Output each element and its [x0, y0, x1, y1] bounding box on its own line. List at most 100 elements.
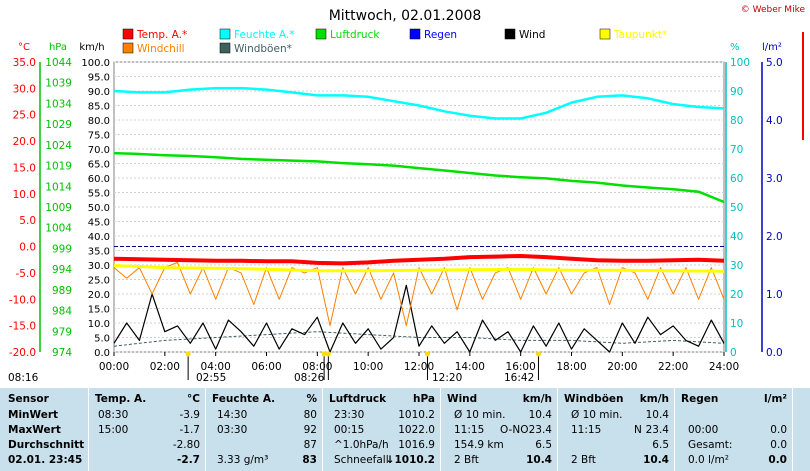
col-temp: [88, 388, 206, 471]
table-cell: l/m²: [764, 393, 787, 405]
col-rain: [674, 388, 793, 471]
pressure-tick-label: 1029: [45, 119, 72, 131]
time-tick-label: 10:00: [353, 361, 383, 373]
row-label: Durchschnitt: [8, 439, 85, 451]
series-line-taupunkt: [113, 264, 725, 273]
legend-label: Luftdruck: [330, 29, 380, 41]
rain-tick-label: 1.0: [766, 289, 783, 301]
time-tick-label: 14:00: [455, 361, 485, 373]
chart-title: Mittwoch, 02.01.2008: [329, 8, 482, 24]
wind-tick-label: 90.0: [88, 87, 110, 98]
table-cell: N: [634, 424, 642, 436]
legend-label: Taupunkt*: [613, 29, 667, 41]
wind-tick-label: 70.0: [88, 145, 110, 156]
pressure-tick-label: 994: [52, 264, 72, 276]
pressure-tick-label: 999: [52, 243, 72, 255]
series-line-tempa: [113, 254, 725, 266]
wind-tick-label: 0.0: [94, 348, 110, 359]
humidity-tick-label: 70: [730, 144, 743, 156]
table-cell: 2 Bft: [571, 454, 596, 466]
event-time-label: 08:16: [8, 372, 39, 384]
time-tick-label: 12:00: [404, 361, 434, 373]
temp-tick-label: 0.0: [19, 242, 36, 254]
table-cell: km/h: [639, 393, 669, 405]
pressure-tick-label: 979: [52, 326, 72, 338]
event-time-label: 08:26: [294, 372, 325, 384]
col-humidity: [205, 388, 323, 471]
wind-tick-label: 60.0: [88, 174, 110, 185]
rain-tick-label: 2.0: [766, 231, 783, 243]
table-cell: 2 Bft: [454, 454, 479, 466]
header-wind: Wind: [447, 393, 478, 405]
event-sun-icon: [321, 351, 327, 357]
pressure-tick-label: 974: [52, 347, 72, 359]
table-cell: km/h: [522, 393, 552, 405]
time-tick-label: 24:00: [709, 361, 739, 373]
rain-tick-label: 3.0: [766, 173, 783, 185]
event-sun-icon: [535, 351, 541, 357]
pressure-tick-label: 1014: [45, 181, 72, 193]
legend-swatch: [219, 42, 231, 54]
humidity-tick-label: 80: [730, 115, 743, 127]
humidity-tick-label: 50: [730, 202, 743, 214]
table-cell: 1016.9: [398, 439, 435, 451]
series-line-windchill: [113, 261, 725, 327]
legend-swatch: [122, 28, 134, 40]
table-cell: %: [306, 393, 317, 405]
col-sensor: [0, 388, 89, 471]
temp-tick-label: -15.0: [9, 321, 36, 333]
table-row: MaxWert 15:00 -1.7 03:30 92 00:15 1022.0 11:15 O…: [0, 423, 810, 437]
pressure-tick-label: 1034: [45, 98, 72, 110]
temp-tick-label: 10.0: [13, 189, 36, 201]
table-cell: 11:15: [454, 424, 485, 436]
time-tick-label: 08:00: [302, 361, 332, 373]
legend: Temp. A.* Feuchte A.* Luftdruck Regen Wind Ta…: [122, 28, 667, 55]
legend-label: Regen: [424, 29, 457, 41]
table-cell: Ø 10 min.: [571, 409, 623, 421]
pressure-tick-label: 984: [52, 306, 72, 318]
humidity-tick-label: 40: [730, 231, 743, 243]
humidity-tick-label: 20: [730, 289, 743, 301]
humidity-tick-label: 60: [730, 173, 743, 185]
time-tick-label: 02:00: [150, 361, 180, 373]
table-cell: 83: [302, 454, 317, 466]
temp-tick-label: 20.0: [13, 136, 36, 148]
series-line-windben: [113, 331, 725, 347]
table-cell: Schneefall: [334, 454, 389, 466]
wind-axis-unit: km/h: [79, 42, 104, 53]
legend-swatch: [409, 28, 421, 40]
time-tick-label: 04:00: [201, 361, 231, 373]
event-time-label: 12:20: [432, 372, 462, 384]
table-cell: 15:00: [98, 424, 129, 436]
wind-tick-label: 15.0: [88, 305, 110, 316]
wind-tick-label: 5.0: [94, 334, 110, 345]
pressure-tick-label: 1044: [45, 57, 72, 69]
temp-tick-label: 25.0: [13, 110, 36, 122]
table-cell: Ø 10 min.: [454, 409, 506, 421]
wind-tick-label: 30.0: [88, 261, 110, 272]
rain-tick-label: 4.0: [766, 115, 783, 127]
table-cell: °C: [187, 393, 200, 405]
table-cell: 00:15: [334, 424, 365, 436]
legend-swatch: [504, 28, 516, 40]
legend-swatch: [315, 28, 327, 40]
temp-axis-unit: °C: [18, 42, 30, 53]
table-cell: 6.5: [652, 439, 669, 451]
temp-tick-label: -10.0: [9, 294, 36, 306]
time-tick-label: 16:00: [506, 361, 536, 373]
table-cell: 00:00: [688, 424, 719, 436]
table-cell: 92: [303, 424, 317, 436]
table-cell: -2.7: [177, 454, 200, 466]
time-tick-label: 20:00: [607, 361, 637, 373]
series-line-feuchtea: [113, 86, 725, 120]
table-cell: 11:15: [571, 424, 602, 436]
legend-swatch: [122, 42, 134, 54]
legend-label: Temp. A.*: [136, 29, 187, 41]
wind-tick-label: 10.0: [88, 319, 110, 330]
table-cell: ^1.0hPa/h: [334, 439, 389, 451]
event-sun-icon: [325, 351, 331, 357]
humidity-tick-label: 10: [730, 318, 743, 330]
table-cell: hPa: [413, 393, 435, 405]
header-pressure: Luftdruck: [329, 393, 387, 405]
row-label: MaxWert: [8, 424, 61, 436]
